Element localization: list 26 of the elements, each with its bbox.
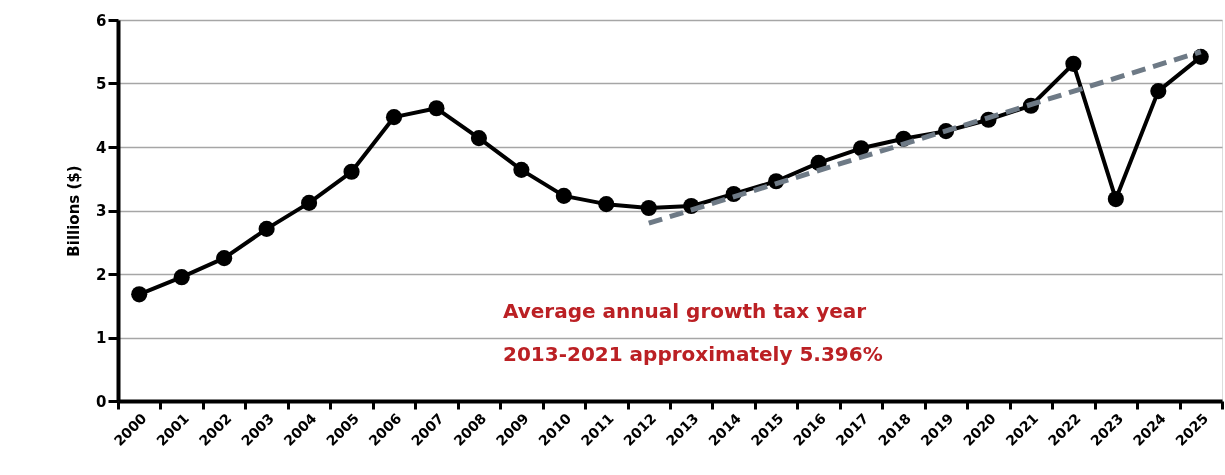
point	[428, 100, 445, 117]
point	[1150, 83, 1167, 100]
point	[385, 109, 403, 126]
y-tick-label: 4	[96, 138, 107, 157]
point	[258, 220, 275, 237]
point	[1107, 191, 1124, 208]
y-tick-label: 2	[96, 265, 107, 284]
point	[301, 194, 318, 211]
point	[640, 199, 657, 217]
point	[1065, 55, 1082, 72]
y-tick-label: 6	[96, 11, 107, 30]
point	[853, 140, 870, 157]
point	[470, 130, 487, 147]
y-tick-label: 1	[96, 329, 107, 347]
point	[131, 286, 148, 303]
y-tick-label: 5	[96, 75, 107, 93]
point	[513, 161, 530, 178]
point	[555, 187, 572, 204]
point	[173, 269, 190, 286]
point	[343, 163, 360, 180]
point	[216, 250, 233, 267]
y-axis-title: Billions ($)	[65, 165, 84, 257]
y-tick-label: 3	[96, 202, 107, 220]
annotation: Average annual growth tax year 2013-2021 approximately 5.396%	[503, 299, 883, 366]
y-tick-label: 0	[96, 392, 107, 411]
point	[598, 196, 615, 213]
